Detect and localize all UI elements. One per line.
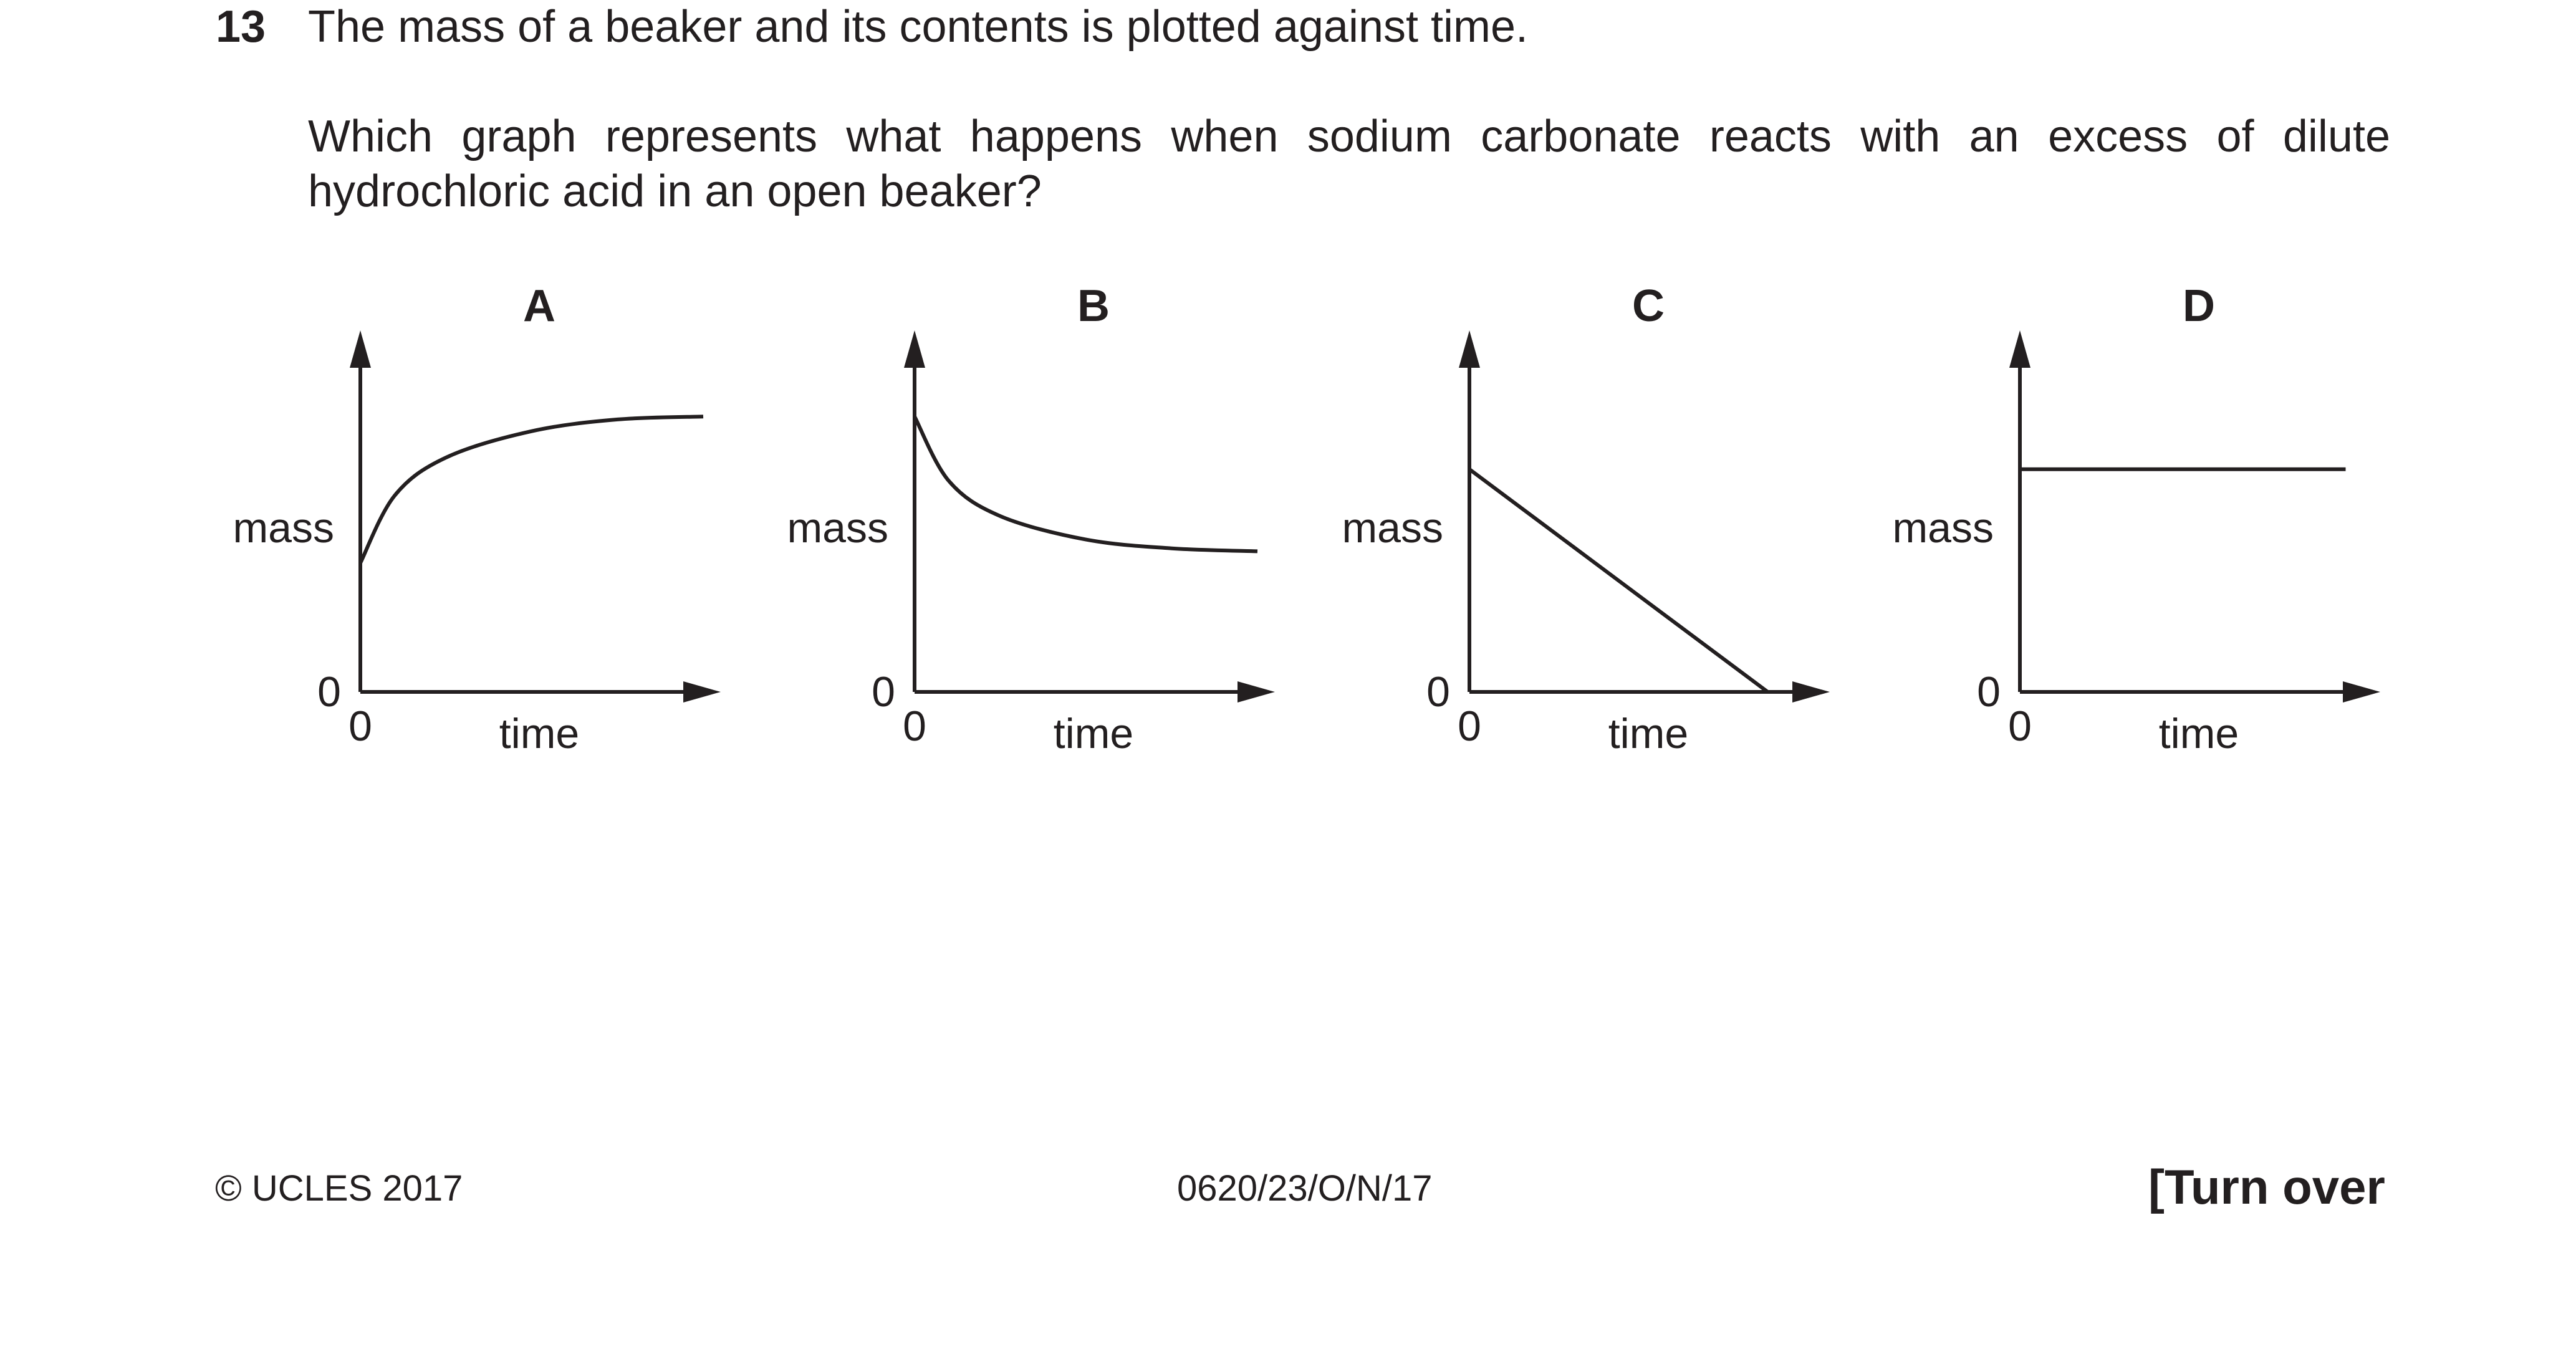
graph-d-xlabel: time [2159, 710, 2239, 757]
graph-d-x-origin-label: 0 [2008, 703, 2032, 750]
graph-c-label: C [1632, 281, 1665, 331]
footer-paper-code: 0620/23/O/N/17 [1177, 1168, 1433, 1209]
graph-c-x-origin-label: 0 [1458, 703, 1481, 750]
graph-a-ylabel: mass [233, 504, 334, 552]
graph-a-y-origin-label: 0 [317, 668, 341, 716]
graph-b-x-arrow [1238, 681, 1275, 703]
graph-b-y-origin-label: 0 [872, 668, 895, 716]
graph-a-label: A [523, 281, 555, 331]
graph-b-ylabel: mass [787, 504, 888, 552]
graph-d-y-origin-label: 0 [1977, 668, 2001, 716]
graph-b-x-origin-label: 0 [903, 703, 926, 750]
graph-c-xlabel: time [1608, 710, 1688, 757]
graph-a-x-arrow [683, 681, 721, 703]
graph-b-line [913, 415, 1258, 554]
graph-c-x-arrow [1792, 681, 1830, 703]
question-line-1: Which graph represents what happens when… [308, 112, 2390, 161]
graph-a-y-arrow [350, 330, 371, 368]
graph-b-label: B [1077, 281, 1110, 331]
graph-a-x-origin-label: 0 [348, 703, 372, 750]
graph-b-y-arrow [904, 330, 925, 368]
graph-d-ylabel: mass [1893, 504, 1994, 552]
graph-c-y-origin-label: 0 [1426, 668, 1450, 716]
footer-turn-over: [Turn over [2148, 1159, 2385, 1214]
question-line-2: hydrochloric acid in an open beaker? [308, 166, 1042, 216]
question-number: 13 [216, 2, 266, 52]
graph-c-ylabel: mass [1342, 504, 1443, 552]
graph-a-xlabel: time [499, 710, 579, 757]
graph-c-line [1468, 468, 1769, 694]
graph-d-x-arrow [2343, 681, 2380, 703]
graph-d-y-arrow [2009, 330, 2031, 368]
graph-c-y-arrow [1459, 330, 1480, 368]
graph-a-line [358, 415, 704, 564]
footer-copyright: © UCLES 2017 [215, 1168, 463, 1209]
graph-d-label: D [2183, 281, 2215, 331]
question-stem: The mass of a beaker and its contents is… [308, 2, 1529, 52]
graph-b-xlabel: time [1054, 710, 1133, 757]
